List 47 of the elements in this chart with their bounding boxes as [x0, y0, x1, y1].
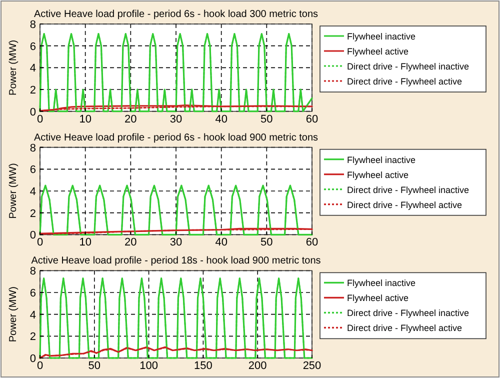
chart-title: Active Heave load profile - period 18s - hook load 900 metric tons [31, 256, 321, 267]
legend-label: Direct drive - Flywheel active [347, 323, 462, 334]
y-tick-label: 2 [30, 331, 36, 344]
y-axis-title: Power (MW) [8, 163, 19, 219]
x-tick-label: 60 [306, 236, 318, 249]
x-tick-label: 250 [302, 360, 322, 372]
x-tick-label: 20 [124, 113, 137, 126]
y-tick-label: 2 [30, 208, 36, 220]
legend-label: Direct drive - Flywheel active [347, 200, 462, 210]
legend-label: Direct drive - Flywheel inactive [347, 184, 470, 195]
x-tick-label: 150 [194, 360, 212, 372]
legend-label: Flywheel active [347, 293, 409, 304]
legend-label: Direct drive - Flywheel inactive [347, 308, 470, 318]
x-tick-label: 40 [215, 236, 228, 249]
y-tick-label: 6 [30, 40, 36, 53]
x-tick-label: 30 [170, 113, 182, 126]
x-tick-label: 30 [170, 236, 182, 249]
x-tick-label: 20 [124, 236, 137, 249]
legend-label: Direct drive - Flywheel active [347, 76, 462, 86]
legend-label: Flywheel inactive [347, 32, 416, 42]
y-tick-label: 8 [30, 142, 36, 154]
x-tick-label: 40 [215, 113, 228, 126]
x-tick-label: 50 [260, 236, 273, 249]
y-tick-label: 4 [30, 62, 36, 75]
legend-label: Flywheel active [347, 46, 409, 56]
x-tick-label: 100 [140, 360, 158, 372]
x-tick-label: 50 [88, 360, 101, 372]
chart-title: Active Heave load profile - period 6s - hook load 300 metric tons [34, 9, 318, 20]
y-tick-label: 8 [30, 266, 36, 278]
y-tick-label: 2 [30, 84, 36, 96]
x-tick-label: 60 [306, 113, 318, 126]
y-tick-label: 6 [30, 288, 36, 300]
legend-label: Direct drive - Flywheel inactive [347, 62, 470, 72]
legend-label: Flywheel inactive [347, 278, 416, 288]
x-tick-label: 200 [248, 360, 267, 372]
legend-label: Flywheel inactive [347, 154, 416, 165]
y-axis-title: Power (MW) [8, 40, 19, 96]
y-tick-label: 6 [30, 164, 36, 176]
x-tick-label: 10 [79, 236, 92, 249]
y-tick-label: 4 [30, 186, 36, 198]
chart-title: Active Heave load profile - period 6s - hook load 900 metric tons [34, 132, 318, 144]
x-tick-label: 50 [260, 113, 273, 126]
y-tick-label: 4 [30, 309, 36, 322]
x-tick-label: 10 [79, 113, 92, 126]
y-axis-title: Power (MW) [8, 286, 19, 342]
y-tick-label: 8 [30, 19, 36, 31]
legend-label: Flywheel active [347, 170, 409, 180]
